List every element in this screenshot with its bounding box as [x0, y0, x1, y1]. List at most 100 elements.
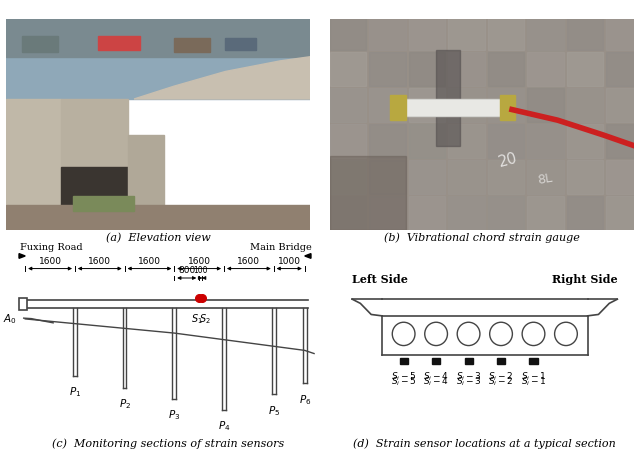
Text: (c)  Monitoring sections of strain sensors: (c) Monitoring sections of strain sensor…	[52, 438, 284, 449]
Text: Left Side: Left Side	[352, 274, 408, 286]
Bar	[448, 53, 484, 86]
Bar	[409, 160, 445, 194]
Text: Main Bridge: Main Bridge	[250, 243, 312, 252]
Text: 20: 20	[497, 150, 519, 170]
Bar	[330, 196, 366, 230]
Bar	[369, 88, 406, 122]
Bar	[488, 88, 524, 122]
Bar	[397, 100, 512, 115]
Bar	[606, 160, 640, 194]
Bar	[527, 88, 564, 122]
Bar	[567, 160, 604, 194]
Bar	[330, 156, 406, 230]
Bar	[390, 95, 406, 120]
Bar	[527, 53, 564, 86]
Polygon shape	[134, 57, 310, 99]
Circle shape	[555, 322, 577, 345]
Text: 1600: 1600	[237, 257, 260, 266]
Text: (a)  Elevation view: (a) Elevation view	[106, 232, 211, 243]
Bar	[567, 53, 604, 86]
Bar	[409, 53, 445, 86]
Text: 1600: 1600	[138, 257, 161, 266]
Bar	[527, 16, 564, 50]
Bar	[488, 125, 524, 158]
Bar	[369, 16, 406, 50]
Bar	[98, 35, 140, 50]
Bar	[529, 359, 538, 365]
Bar	[448, 88, 484, 122]
Bar	[606, 16, 640, 50]
Bar	[225, 38, 256, 50]
Text: (b)  Vibrational chord strain gauge: (b) Vibrational chord strain gauge	[384, 232, 580, 243]
Bar	[330, 53, 366, 86]
Text: $S_i-1$: $S_i-1$	[521, 371, 547, 383]
Bar	[409, 125, 445, 158]
Bar	[488, 196, 524, 230]
Circle shape	[425, 322, 447, 345]
Bar	[369, 125, 406, 158]
Bar	[448, 16, 484, 50]
Bar	[527, 196, 564, 230]
Bar	[606, 125, 640, 158]
Bar	[128, 135, 164, 230]
Bar	[330, 125, 366, 158]
Bar	[6, 19, 310, 99]
Circle shape	[490, 322, 513, 345]
Bar	[330, 160, 366, 194]
Bar	[488, 16, 524, 50]
Bar	[399, 359, 408, 365]
Text: $A_0$: $A_0$	[3, 312, 17, 326]
Bar	[330, 16, 366, 50]
Text: $S_i-5$: $S_i-5$	[391, 376, 417, 388]
Circle shape	[392, 322, 415, 345]
Bar	[6, 99, 61, 230]
Text: 1600: 1600	[188, 257, 211, 266]
Bar	[488, 160, 524, 194]
Bar	[61, 167, 128, 230]
Text: $S_i-1$: $S_i-1$	[521, 376, 547, 388]
Bar	[567, 196, 604, 230]
Text: $P_4$: $P_4$	[218, 419, 230, 433]
Bar	[488, 53, 524, 86]
Polygon shape	[305, 253, 311, 259]
Bar	[369, 160, 406, 194]
Bar	[567, 88, 604, 122]
Text: $S_i-2$: $S_i-2$	[488, 376, 514, 388]
Text: (d)  Strain sensor locations at a typical section: (d) Strain sensor locations at a typical…	[353, 438, 616, 449]
Text: $S_2$: $S_2$	[199, 312, 211, 326]
Bar	[409, 88, 445, 122]
Bar	[606, 196, 640, 230]
Text: $P_2$: $P_2$	[118, 398, 131, 412]
Text: $S_i-4$: $S_i-4$	[423, 376, 449, 388]
Bar	[448, 125, 484, 158]
Bar	[173, 38, 210, 53]
Bar	[369, 53, 406, 86]
Text: $P_5$: $P_5$	[268, 404, 280, 418]
Text: 1000: 1000	[278, 257, 301, 266]
Bar	[606, 53, 640, 86]
Circle shape	[522, 322, 545, 345]
Bar	[527, 160, 564, 194]
Bar	[22, 35, 58, 53]
Text: $S_i-4$: $S_i-4$	[423, 371, 449, 383]
Bar	[527, 125, 564, 158]
Bar	[432, 359, 440, 365]
Text: Right Side: Right Side	[552, 274, 618, 286]
Text: 100: 100	[193, 266, 208, 275]
Text: 800: 800	[178, 266, 195, 275]
Text: $P_1$: $P_1$	[68, 385, 81, 399]
Text: $S_1$: $S_1$	[191, 312, 203, 326]
Bar	[500, 95, 515, 120]
Text: $P_3$: $P_3$	[168, 409, 180, 422]
Bar	[6, 205, 310, 230]
Bar	[397, 99, 512, 116]
Polygon shape	[19, 253, 25, 259]
Bar	[330, 88, 366, 122]
Bar	[369, 196, 406, 230]
Text: $S_i-2$: $S_i-2$	[488, 371, 514, 383]
Text: 8L: 8L	[536, 171, 554, 186]
Bar	[73, 196, 134, 211]
Bar	[567, 16, 604, 50]
Bar	[409, 196, 445, 230]
Text: 1600: 1600	[88, 257, 111, 266]
